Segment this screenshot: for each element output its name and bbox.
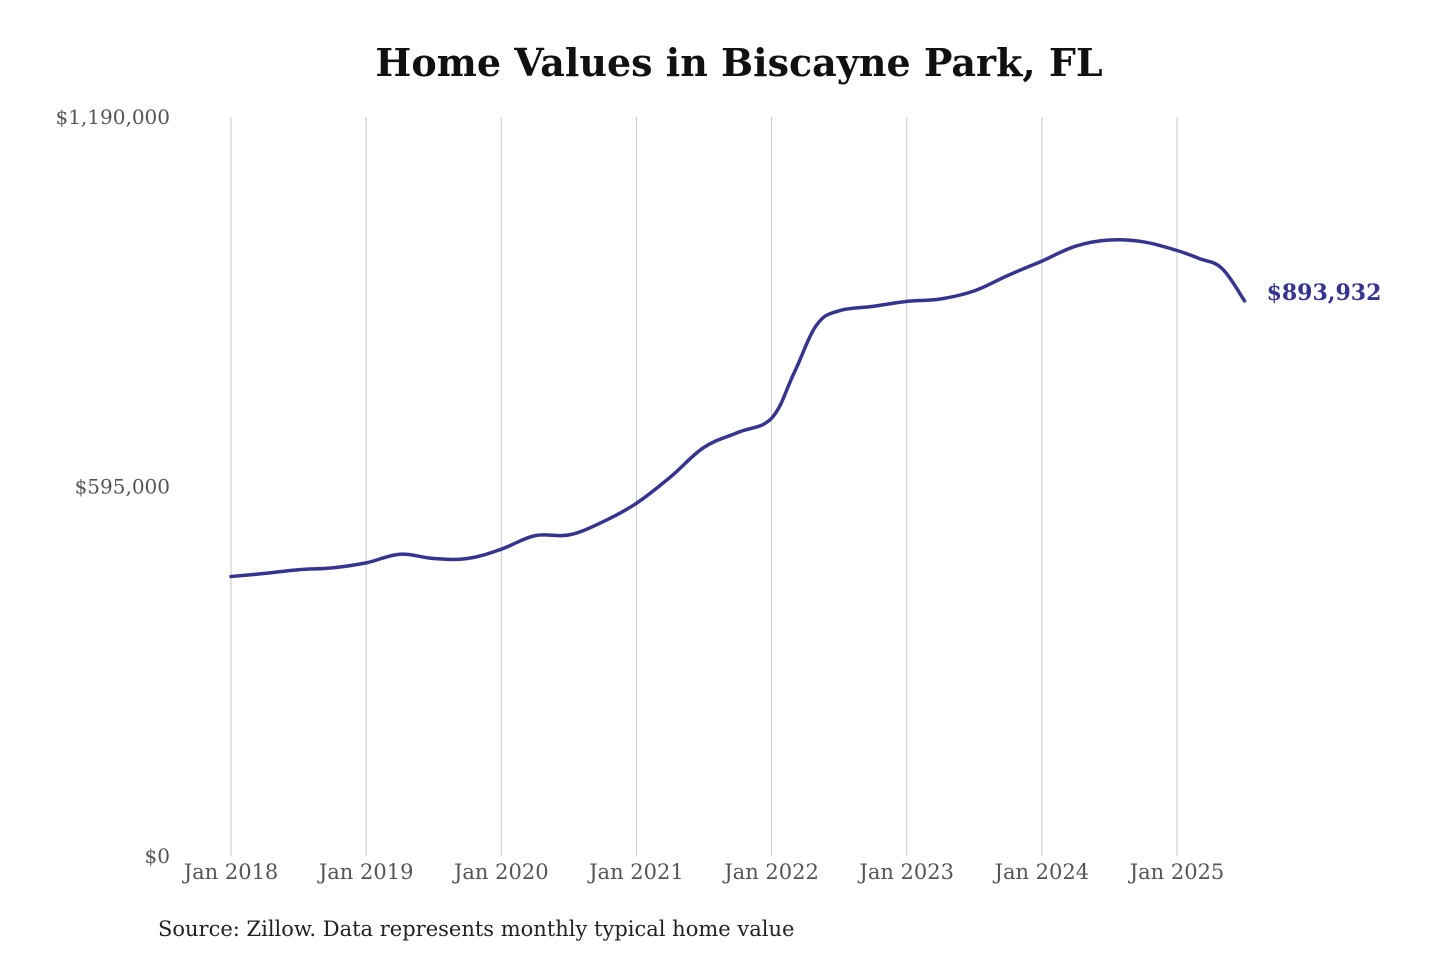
x-tick-label: Jan 2023 (857, 860, 954, 884)
x-tick-label: Jan 2018 (182, 860, 279, 884)
x-tick-label: Jan 2020 (452, 860, 549, 884)
source-note: Source: Zillow. Data represents monthly … (158, 917, 795, 941)
x-tick-label: Jan 2024 (993, 860, 1090, 884)
series-line (229, 237, 1247, 579)
end-value-label: $893,932 (1267, 280, 1382, 306)
x-tick-label: Jan 2019 (317, 860, 414, 884)
x-tick-label: Jan 2022 (722, 860, 819, 884)
y-tick-label: $595,000 (75, 475, 170, 499)
x-tick-label: Jan 2021 (587, 860, 684, 884)
x-tick-label: Jan 2025 (1128, 860, 1225, 884)
y-tick-label: $0 (145, 844, 170, 868)
chart-title: Home Values in Biscayne Park, FL (375, 40, 1103, 85)
y-tick-label: $1,190,000 (55, 105, 170, 129)
